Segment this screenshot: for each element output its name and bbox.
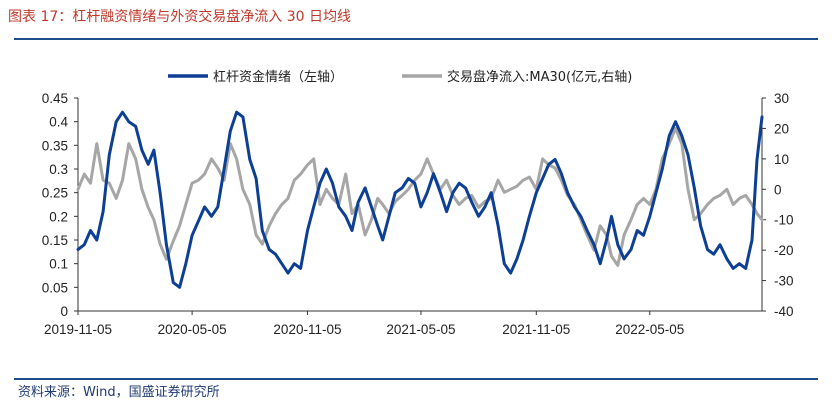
x-tick-label: 2020-11-05 <box>273 322 341 337</box>
x-tick-label: 2022-05-05 <box>615 322 684 337</box>
y-left-tick-label: 0 <box>60 304 68 319</box>
series-layer <box>76 110 764 289</box>
series-line-foreign <box>76 126 764 267</box>
chart-title: 图表 17：杠杆融资情绪与外资交易盘净流入 30 日均线 <box>8 9 351 25</box>
y-right-tick-label: 0 <box>774 182 782 197</box>
source-divider <box>14 378 818 380</box>
source-note: 资料来源：Wind，国盛证券研究所 <box>18 385 220 400</box>
title-bar <box>14 8 818 40</box>
legend-label-leverage: 杠杆资金情绪（左轴） <box>213 69 343 85</box>
y-right-tick-label: -10 <box>774 213 794 228</box>
y-right-tick-label: 20 <box>774 121 789 136</box>
x-tick-label: 2020-05-05 <box>158 322 227 337</box>
axes: 0 0.05 0.1 0.15 0.2 0.25 0.3 0.35 0.4 0.45 -40 -30 -… <box>42 91 794 337</box>
y-right-tick-label: 10 <box>774 152 789 167</box>
y-left-tick-label: 0.05 <box>42 280 68 295</box>
x-tick-label: 2021-11-05 <box>502 322 570 337</box>
y-right-tick-label: 30 <box>774 91 789 106</box>
y-right-tick-label: -40 <box>774 304 794 319</box>
y-left-tick-label: 0.25 <box>42 186 68 201</box>
legend-label-foreign: 交易盘净流入:MA30(亿元,右轴) <box>447 69 632 85</box>
chart: 杠杆资金情绪（左轴） 交易盘净流入:MA30(亿元,右轴) 0 0.05 0.1 0.… <box>42 69 794 337</box>
x-tick-label: 2019-11-05 <box>44 322 112 337</box>
y-left-tick-label: 0.45 <box>42 91 68 106</box>
y-left-tick-label: 0.35 <box>42 138 68 153</box>
series-line-leverage <box>76 110 764 289</box>
y-right-tick-label: -30 <box>774 274 794 289</box>
y-left-tick-label: 0.15 <box>42 233 68 248</box>
y-left-tick-label: 0.3 <box>49 162 68 177</box>
y-left-tick-label: 0.4 <box>49 115 68 130</box>
y-right-tick-label: -20 <box>774 243 794 258</box>
y-left-tick-label: 0.1 <box>49 257 68 272</box>
y-left-tick-label: 0.2 <box>49 209 68 224</box>
x-tick-label: 2021-05-05 <box>386 322 455 337</box>
legend: 杠杆资金情绪（左轴） 交易盘净流入:MA30(亿元,右轴) <box>168 69 632 85</box>
